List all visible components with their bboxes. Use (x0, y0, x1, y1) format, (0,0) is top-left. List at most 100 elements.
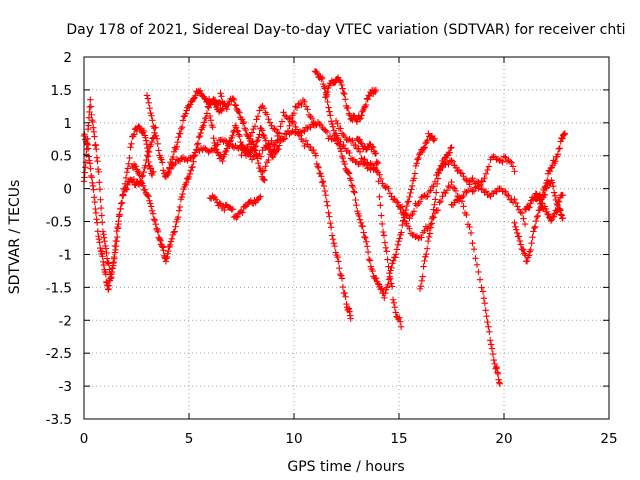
data-point (163, 253, 171, 261)
data-point (93, 216, 100, 223)
data-point (101, 238, 108, 245)
data-point (467, 229, 475, 237)
data-point (373, 158, 380, 166)
data-point (513, 226, 520, 233)
data-point (526, 204, 533, 211)
data-point (433, 189, 440, 196)
data-point (143, 92, 151, 99)
data-point (385, 263, 392, 270)
data-point (91, 194, 98, 201)
data-point (366, 257, 374, 264)
data-point (392, 309, 399, 316)
data-point (254, 155, 261, 162)
data-point (205, 104, 212, 111)
data-point (372, 86, 380, 94)
data-point (145, 193, 152, 200)
data-point (339, 283, 347, 291)
data-point (148, 203, 155, 210)
data-point (406, 215, 413, 222)
data-point (140, 168, 147, 176)
data-point (174, 138, 181, 146)
data-point (385, 185, 392, 192)
data-point (364, 165, 371, 172)
data-point (293, 126, 301, 133)
data-point (265, 156, 272, 164)
data-point (290, 110, 298, 117)
data-point (542, 183, 549, 190)
data-point (289, 118, 296, 125)
data-point (216, 99, 223, 106)
data-point (175, 207, 183, 214)
data-point (322, 94, 329, 101)
data-series (206, 192, 264, 221)
data-point (417, 282, 425, 290)
data-point (343, 300, 350, 308)
data-point (90, 124, 97, 131)
data-point (403, 202, 410, 210)
data-point (338, 81, 345, 89)
data-point (325, 209, 332, 217)
data-point (205, 95, 213, 103)
data-point (545, 211, 552, 218)
data-point (550, 189, 558, 196)
data-point (144, 144, 151, 152)
data-series (332, 117, 503, 387)
data-point (160, 247, 167, 254)
data-point (446, 149, 453, 156)
data-point (463, 211, 470, 219)
data-point (196, 87, 204, 94)
data-point (167, 165, 175, 173)
data-point (534, 193, 541, 200)
data-point (124, 181, 131, 189)
data-point (89, 118, 96, 126)
data-point (469, 240, 476, 247)
data-point (287, 114, 295, 122)
data-point (88, 172, 95, 180)
data-point (479, 288, 487, 295)
x-tick-label: 5 (185, 431, 194, 447)
data-point (326, 213, 333, 220)
data-point (238, 151, 245, 159)
data-point (519, 246, 526, 253)
data-point (556, 198, 563, 205)
data-point (118, 200, 125, 207)
data-point (331, 242, 338, 250)
data-point (257, 153, 265, 160)
data-point (359, 223, 366, 230)
data-point (484, 318, 491, 326)
data-point (365, 256, 373, 263)
data-point (436, 199, 443, 206)
data-point (398, 229, 405, 236)
data-point (358, 155, 365, 162)
data-point (173, 143, 180, 151)
data-point (349, 183, 356, 191)
data-point (108, 271, 115, 278)
data-point (421, 144, 428, 151)
data-point (146, 143, 154, 150)
data-point (253, 152, 260, 159)
data-point (341, 289, 348, 297)
data-point (276, 142, 283, 149)
data-point (302, 103, 310, 110)
axis-ticks: 0 5 10 15 20 25 2 1.5 1 0.5 0 -0.5 -1 -1.5 -2 -2.5 -3 -3.… (46, 50, 618, 447)
data-point (407, 212, 415, 219)
data-point (123, 186, 130, 193)
data-point (118, 199, 126, 206)
data-point (123, 169, 131, 176)
data-point (272, 126, 280, 133)
data-point (127, 144, 134, 151)
data-point (202, 114, 210, 122)
data-point (196, 132, 203, 140)
data-point (195, 134, 203, 141)
data-point (415, 234, 422, 242)
data-point (162, 258, 170, 265)
data-point (268, 137, 275, 144)
x-axis-label: GPS time / hours (287, 459, 404, 475)
data-point (494, 369, 501, 376)
data-point (103, 249, 110, 257)
data-point (458, 170, 466, 177)
data-point (284, 127, 292, 135)
data-series (532, 130, 569, 203)
data-point (517, 209, 524, 216)
